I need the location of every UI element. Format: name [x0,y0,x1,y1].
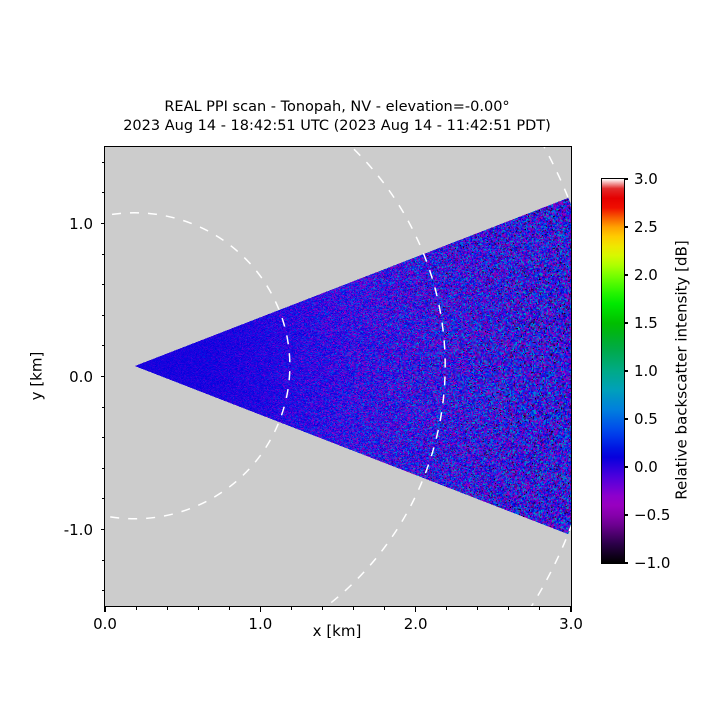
colorbar-gradient [602,179,624,563]
colorbar-tick [624,562,628,564]
colorbar-tick [624,178,628,180]
colorbar-tick-label: 3.0 [634,170,658,188]
colorbar-tick-label: 1.0 [634,362,658,380]
colorbar-tick [624,322,628,324]
y-axis-tick [100,528,105,531]
colorbar-label: Relative backscatter intensity [dB] [672,178,692,562]
colorbar-tick-label: 0.0 [634,458,658,476]
y-axis-tick [100,222,105,225]
x-axis-tick-label: 0.0 [93,615,117,633]
colorbar-label-text: Relative backscatter intensity [dB] [673,240,691,500]
colorbar-tick-label: −0.5 [634,506,671,524]
ppi-scan-image [105,147,571,606]
y-axis-minor-tick [102,192,105,194]
x-axis-tick [259,607,261,612]
colorbar-tick-label: 2.0 [634,266,658,284]
y-axis-minor-tick [102,559,105,561]
x-axis-label: x [km] [312,622,362,640]
title-line-1: REAL PPI scan - Tonopah, NV - elevation=… [164,99,510,115]
title-line-2: 2023 Aug 14 - 18:42:51 UTC (2023 Aug 14 … [123,118,551,134]
x-axis-minor-tick [197,607,199,610]
x-axis-minor-tick [135,607,137,610]
colorbar: −1.0 −0.5 0.0 0.5 1.0 1.5 2.0 2.5 3.0 [601,170,670,572]
y-axis-minor-tick [102,590,105,592]
y-axis-tick-label: 1.0 [69,214,93,233]
x-axis-tick-label: 2.0 [403,615,428,633]
y-axis-minor-tick [102,284,105,286]
x-axis-minor-tick [508,607,510,610]
x-axis-minor-tick [477,607,479,610]
y-axis-minor-tick [102,467,105,469]
colorbar-tick [624,274,628,276]
x-axis-minor-tick [539,607,541,610]
colorbar-tick [624,418,628,420]
colorbar-tick [624,514,628,516]
x-axis-tick [570,607,572,612]
colorbar-tick-label: −1.0 [634,554,671,572]
x-axis-minor-tick [353,607,355,610]
y-axis-minor-tick [102,345,105,347]
y-axis-minor-tick [102,253,105,255]
y-axis-tick [100,375,105,378]
x-axis-tick-label: 3.0 [559,615,583,633]
y-axis-minor-tick [102,161,105,163]
x-axis-tick [104,607,106,612]
x-axis-minor-tick [321,607,323,610]
y-axis-tick-label: 0.0 [69,367,93,386]
colorbar-tick-label: 0.5 [634,410,658,428]
plot-title: REAL PPI scan - Tonopah, NV - elevation=… [0,98,674,136]
x-axis-minor-tick [228,607,230,610]
y-axis-tick-label: -1.0 [63,520,93,539]
colorbar-tick-label: 2.5 [634,218,658,236]
y-axis-minor-tick [102,314,105,316]
y-axis-minor-tick [102,498,105,500]
colorbar-tick [624,226,628,228]
y-axis-minor-tick [102,437,105,439]
y-axis-label: y [km] [26,146,46,605]
radar-plot-axes: 0.0 1.0 2.0 3.0 -1.0 0.0 1.0 [64,146,583,633]
x-axis-minor-tick [166,607,168,610]
colorbar-tick-label: 1.5 [634,314,658,332]
y-axis-minor-tick [102,406,105,408]
x-axis-minor-tick [446,607,448,610]
colorbar-tick [624,370,628,372]
x-axis-minor-tick [290,607,292,610]
x-axis-minor-tick [384,607,386,610]
x-axis-tick-label: 1.0 [248,615,273,633]
colorbar-tick [624,466,628,468]
x-axis-tick [415,607,417,612]
y-axis-label-text: y [km] [27,351,45,400]
